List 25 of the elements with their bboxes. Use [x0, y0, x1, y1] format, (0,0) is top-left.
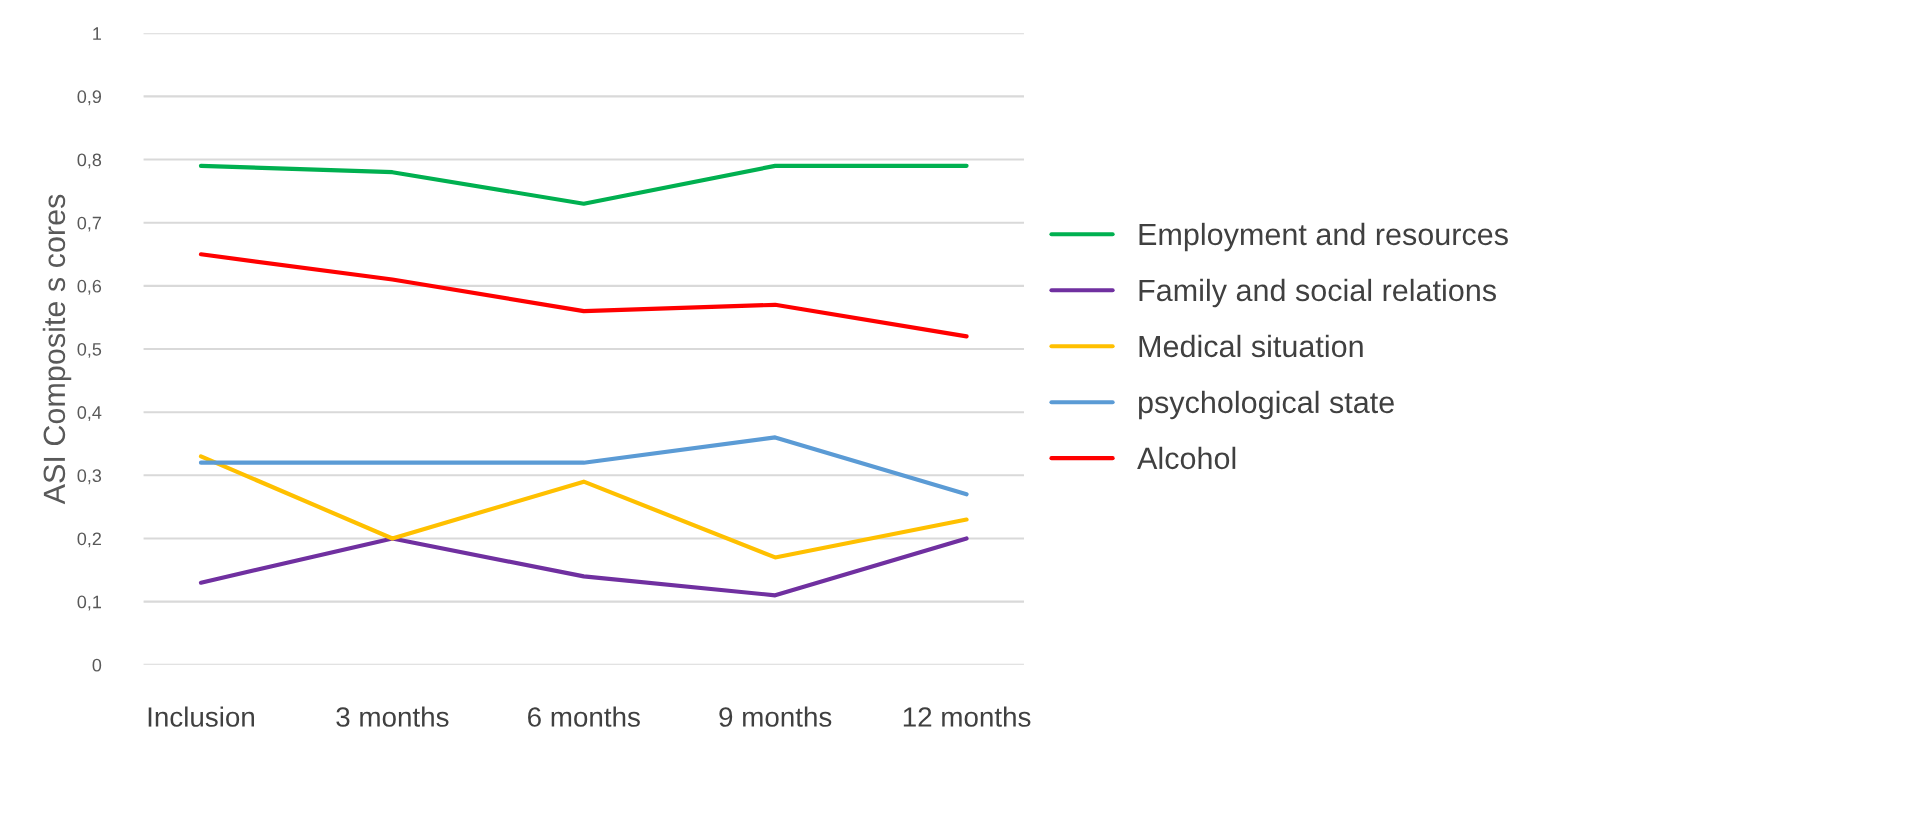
y-tick-label: 0,3 — [77, 469, 102, 485]
x-tick-label: 3 months — [336, 706, 449, 727]
legend-label: Family and social relations — [1139, 278, 1496, 308]
line-series — [198, 252, 969, 339]
y-axis-title: ASI Composite s cores — [42, 194, 72, 505]
x-tick-label: 6 months — [528, 706, 640, 727]
legend-label: Alcohol — [1137, 446, 1236, 470]
x-tick-label: 12 months — [903, 706, 1031, 727]
y-tick-label: 0,9 — [77, 90, 102, 106]
y-tick-label: 0,2 — [77, 532, 101, 548]
x-tick-label: Inclusion — [148, 706, 254, 727]
y-tick-label: 0,5 — [77, 342, 102, 358]
y-tick-label: 0 — [92, 658, 102, 672]
y-tick-label: 0,1 — [77, 595, 101, 611]
x-tick-label: 9 months — [719, 706, 832, 727]
legend-label: Medical situation — [1139, 334, 1363, 358]
line-series — [198, 536, 969, 598]
y-tick-label: 0,7 — [77, 216, 101, 232]
y-tick-label: 0,4 — [77, 406, 102, 422]
y-tick-label: 0,8 — [77, 153, 102, 169]
y-tick-label: 0,6 — [77, 279, 102, 295]
legend-label: psychological state — [1139, 390, 1394, 420]
y-tick-label: 1 — [93, 27, 101, 40]
line-series — [198, 454, 969, 560]
legend-label: Employment and resources — [1139, 222, 1508, 252]
